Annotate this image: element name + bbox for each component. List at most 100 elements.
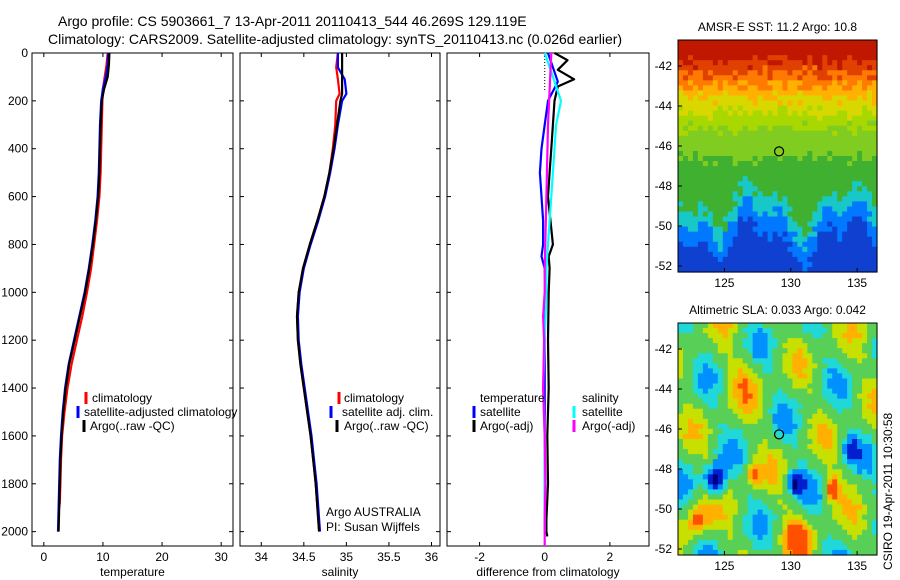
sst-cell [772, 140, 779, 147]
sla-cell [727, 418, 734, 425]
sst-cell [872, 251, 878, 258]
sla-cell [857, 423, 863, 430]
sla-cell [732, 534, 739, 541]
sla-cell [752, 494, 759, 501]
sst-cell [707, 206, 714, 213]
sla-cell [792, 398, 798, 405]
sst-cell [777, 50, 784, 56]
sla-cell [802, 363, 808, 369]
sst-cell [847, 90, 853, 97]
sst-cell [847, 50, 853, 56]
sla-cell [787, 328, 794, 334]
sla-cell [867, 378, 873, 385]
sst-cell [857, 50, 863, 56]
sst-cell [702, 251, 709, 258]
sla-cell [732, 469, 739, 475]
sla-cell [762, 403, 769, 410]
sla-cell [782, 499, 789, 506]
sla-cell [682, 353, 689, 359]
sst-cell [752, 246, 759, 253]
sla-cell [857, 373, 863, 380]
sst-cell [737, 186, 744, 192]
sst-cell [757, 161, 764, 167]
sla-cell [747, 428, 754, 435]
sst-cell [857, 70, 863, 76]
sst-cell [727, 166, 734, 172]
sst-cell [722, 65, 729, 71]
sla-cell [697, 363, 704, 369]
sla-cell [827, 469, 833, 475]
sla-cell [787, 539, 794, 546]
sst-cell [727, 75, 734, 81]
sst-cell [687, 145, 694, 152]
sst-cell [827, 135, 833, 142]
sla-cell [862, 358, 868, 364]
sla-cell [737, 353, 744, 359]
sla-cell [717, 433, 724, 440]
sla-cell [702, 534, 709, 541]
sst-cell [797, 105, 803, 112]
sla-cell [722, 449, 729, 455]
sla-cell [737, 408, 744, 415]
sla-cell [807, 413, 813, 420]
sst-cell [752, 216, 759, 223]
sst-cell [707, 236, 714, 243]
sst-cell [812, 95, 818, 102]
sst-cell [742, 90, 749, 97]
sla-cell [832, 423, 838, 430]
sla-cell [752, 449, 759, 455]
sst-cell [682, 135, 689, 142]
sst-cell [857, 105, 863, 112]
sla-cell [707, 408, 714, 415]
sst-cell [792, 256, 798, 263]
sst-cell [847, 145, 853, 152]
sla-cell [852, 529, 858, 536]
sla-cell [862, 393, 868, 400]
sla-cell [692, 459, 699, 465]
sst-cell [707, 115, 714, 122]
sla-cell [707, 534, 714, 541]
sla-cell [702, 444, 709, 450]
sla-cell [852, 454, 858, 460]
sla-cell [802, 479, 808, 485]
sst-cell [742, 100, 749, 107]
sst-cell [752, 140, 759, 147]
sla-cell [722, 333, 729, 339]
sla-cell [817, 514, 823, 521]
sla-cell [807, 469, 813, 475]
sst-cell [812, 246, 818, 253]
sst-cell [842, 221, 848, 228]
sla-cell [797, 469, 803, 475]
sla-cell [762, 464, 769, 470]
sst-cell [802, 140, 808, 147]
sst-cell [687, 236, 694, 243]
sla-cell [792, 408, 798, 415]
sla-cell [737, 444, 744, 450]
sla-cell [817, 383, 823, 390]
sst-cell [812, 221, 818, 228]
sla-cell [832, 413, 838, 420]
sla-cell [867, 423, 873, 430]
sst-cell [712, 75, 719, 81]
sla-cell [812, 519, 818, 526]
sst-cell [747, 246, 754, 253]
sst-cell [822, 130, 828, 137]
sst-cell [872, 140, 878, 147]
sst-cell [787, 55, 794, 61]
sst-cell [702, 201, 709, 208]
sla-cell [687, 489, 694, 496]
sst-cell [852, 65, 858, 71]
sst-cell [762, 256, 769, 263]
sla-cell [847, 529, 853, 536]
sst-cell [867, 110, 873, 117]
sst-cell [852, 150, 858, 157]
sst-cell [792, 85, 798, 92]
sst-cell [742, 140, 749, 147]
sst-cell [847, 211, 853, 218]
sla-cell [712, 393, 719, 400]
sla-cell [827, 474, 833, 480]
sla-cell [832, 363, 838, 369]
sla-cell [817, 433, 823, 440]
sst-cell [812, 145, 818, 152]
